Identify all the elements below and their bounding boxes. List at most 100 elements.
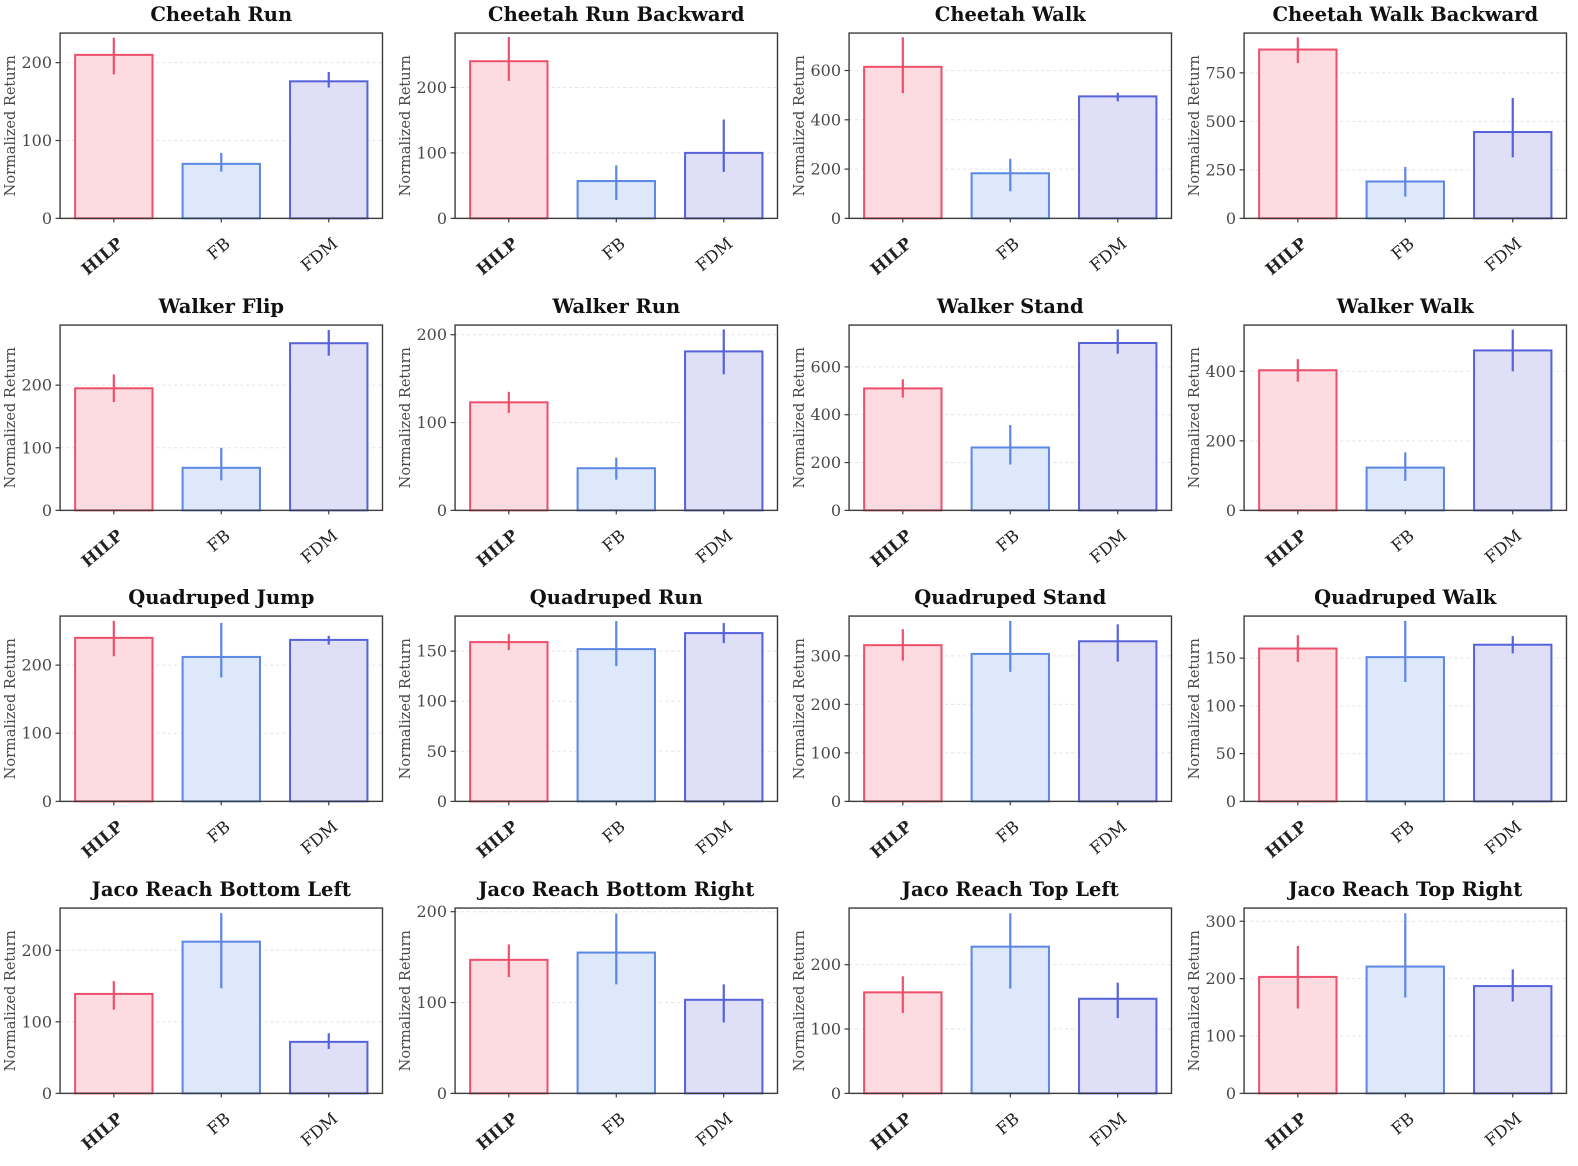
x-tick-label-fdm: FDM (692, 817, 736, 858)
y-tick-label: 300 (810, 646, 841, 665)
x-tick-label-hilp: HILP (1261, 1108, 1310, 1154)
y-tick-label: 0 (42, 500, 52, 519)
y-tick-label: 250 (1205, 160, 1236, 179)
x-tick-label-fb: FB (993, 1108, 1023, 1138)
y-tick-label: 100 (416, 692, 447, 711)
y-tick-label: 0 (831, 792, 841, 811)
x-tick-label-fb: FB (993, 525, 1023, 555)
plot-frame (848, 32, 1173, 220)
bar-hilp (468, 641, 549, 803)
x-tick-label-hilp: HILP (77, 525, 126, 571)
chart-title: Walker Flip (157, 295, 284, 318)
bar-fb (576, 648, 656, 803)
y-tick-label: 0 (42, 1083, 52, 1102)
chart-title: Cheetah Run Backward (488, 3, 745, 26)
y-axis-label: Normalized Return (1187, 638, 1203, 779)
subplot-cheetah-walk: HILP FB FDM 0 200 400 600 Normalized Return Chee… (789, 0, 1184, 292)
x-tick-label-fdm: FDM (297, 817, 341, 858)
subplot-walker-run: HILP FB FDM 0 100 200 Normalized Return Walker … (395, 292, 790, 584)
y-axis-label: Normalized Return (1187, 55, 1203, 196)
y-tick-label: 600 (810, 357, 841, 376)
y-tick-label: 0 (1225, 209, 1235, 228)
x-tick-label-hilp: HILP (472, 525, 521, 571)
x-tick-label-hilp: HILP (866, 233, 915, 279)
bar-hilp (468, 958, 549, 1094)
y-tick-label: 0 (1225, 1083, 1235, 1102)
y-tick-label: 200 (1205, 431, 1236, 450)
bar-hilp (1257, 647, 1338, 803)
y-tick-label: 200 (416, 78, 447, 97)
plot-frame (848, 323, 1173, 511)
y-tick-label: 100 (21, 724, 52, 743)
y-tick-label: 0 (831, 500, 841, 519)
x-tick-label-hilp: HILP (472, 1108, 521, 1154)
x-tick-label-fb: FB (204, 1108, 234, 1138)
subplot-quadruped-walk: HILP FB FDM 0 50 100 150 Normalized Return Quadr… (1184, 583, 1578, 875)
bar-fdm (1078, 640, 1158, 803)
x-tick-label-fdm: FDM (1481, 234, 1525, 275)
subplot-jaco-reach-bottom-right: HILP FB FDM 0 100 200 Normalized Return Jaco Re… (395, 875, 790, 1166)
y-tick-label: 0 (436, 500, 446, 519)
y-tick-label: 400 (810, 110, 841, 129)
y-tick-label: 200 (810, 160, 841, 179)
y-axis-label: Normalized Return (3, 347, 19, 488)
bar-fdm (1078, 95, 1158, 220)
bar-hilp (74, 386, 154, 511)
subplot-quadruped-stand: HILP FB FDM 0 100 200 300 Normalized Return Quad… (789, 583, 1184, 875)
y-tick-label: 0 (42, 792, 52, 811)
y-tick-label: 100 (1205, 1026, 1236, 1045)
y-tick-label: 0 (42, 209, 52, 228)
y-tick-label: 150 (1205, 649, 1236, 668)
y-tick-label: 750 (1205, 63, 1236, 82)
y-tick-label: 0 (1225, 792, 1235, 811)
bar-hilp (863, 386, 943, 511)
y-tick-label: 600 (810, 61, 841, 80)
plot-frame (1242, 906, 1567, 1094)
x-tick-label-fb: FB (1387, 817, 1417, 847)
y-tick-label: 150 (416, 642, 447, 661)
x-tick-label-fb: FB (1387, 1108, 1417, 1138)
chart-title: Cheetah Run (150, 3, 292, 26)
bar-hilp (468, 60, 549, 220)
subplot-walker-flip: HILP FB FDM 0 100 200 Normalized Return Walker … (0, 292, 395, 584)
x-tick-label-hilp: HILP (472, 233, 521, 279)
bar-hilp (1257, 48, 1338, 220)
y-tick-label: 100 (21, 1012, 52, 1031)
bar-fdm (289, 638, 369, 803)
x-tick-label-hilp: HILP (77, 1108, 126, 1154)
x-tick-label-hilp: HILP (1261, 233, 1310, 279)
x-tick-label-fb: FB (598, 525, 628, 555)
y-tick-label: 200 (21, 940, 52, 959)
y-axis-label: Normalized Return (398, 55, 414, 196)
y-tick-label: 200 (21, 53, 52, 72)
y-tick-label: 0 (831, 1083, 841, 1102)
plot-frame (1242, 323, 1567, 511)
y-axis-label: Normalized Return (3, 638, 19, 779)
x-tick-label-fb: FB (204, 817, 234, 847)
y-tick-label: 200 (21, 656, 52, 675)
y-tick-label: 100 (416, 143, 447, 162)
bar-hilp (74, 992, 154, 1094)
subplot-quadruped-run: HILP FB FDM 0 50 100 150 Normalized Return Quadr… (395, 583, 790, 875)
bar-fdm (1078, 341, 1158, 511)
chart-title: Cheetah Walk (935, 3, 1086, 26)
y-tick-label: 100 (810, 1019, 841, 1038)
x-tick-label-fb: FB (204, 525, 234, 555)
x-tick-label-hilp: HILP (77, 233, 126, 279)
y-tick-label: 400 (810, 405, 841, 424)
y-axis-label: Normalized Return (1187, 930, 1203, 1071)
y-axis-label: Normalized Return (3, 930, 19, 1071)
bar-fb (970, 652, 1050, 803)
y-tick-label: 100 (21, 438, 52, 457)
plot-frame (1242, 615, 1567, 803)
chart-title: Walker Run (551, 295, 680, 318)
plot-frame (848, 615, 1173, 803)
y-tick-label: 0 (436, 209, 446, 228)
y-axis-label: Normalized Return (398, 638, 414, 779)
x-tick-label-fdm: FDM (1481, 525, 1525, 566)
x-tick-label-fdm: FDM (692, 525, 736, 566)
